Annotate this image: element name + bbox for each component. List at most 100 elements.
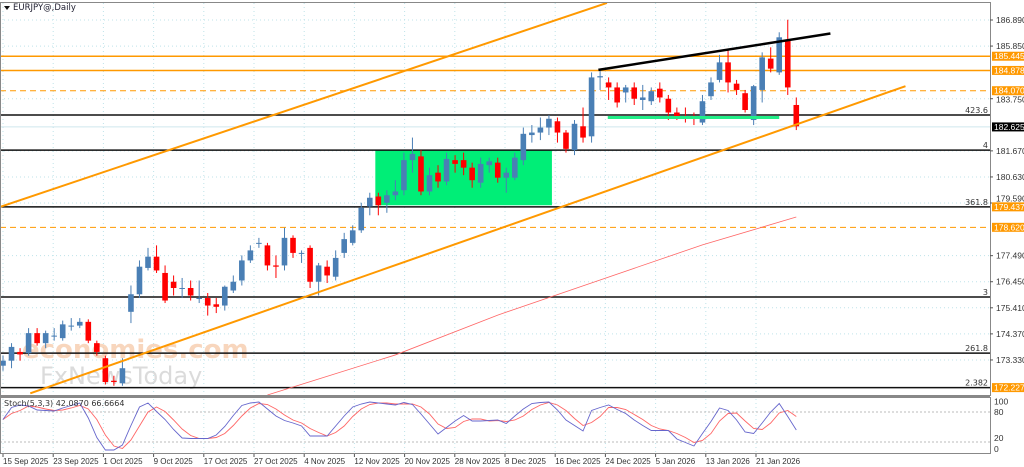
price-tag: 184.878 — [994, 65, 1024, 75]
bearish-candle — [733, 83, 740, 90]
bullish-candle — [128, 294, 134, 312]
fib-label: 4 — [983, 141, 988, 150]
bearish-candle — [793, 104, 800, 127]
x-tick-label: 24 Dec 2025 — [605, 457, 651, 466]
bearish-candle — [111, 380, 117, 383]
bullish-candle — [503, 172, 510, 178]
x-tick-label: 23 Sep 2025 — [53, 457, 99, 466]
price-tag-bg — [992, 51, 1024, 61]
bullish-candle — [51, 335, 57, 337]
bearish-candle — [418, 156, 424, 192]
bullish-candle — [529, 132, 535, 136]
bullish-candle — [639, 97, 646, 100]
bullish-candle — [349, 230, 356, 243]
bullish-candle — [145, 256, 151, 268]
bullish-candle — [136, 266, 143, 295]
moving-average — [267, 216, 797, 396]
bearish-candle — [273, 265, 279, 267]
trendline-rising-resistance — [598, 32, 831, 72]
bullish-candle — [221, 286, 228, 306]
bearish-candle — [563, 132, 569, 149]
bullish-candle — [699, 101, 706, 123]
stoch-k-line — [2, 401, 797, 451]
trendlines[interactable] — [0, 2, 906, 395]
triangle-down-icon[interactable] — [4, 6, 10, 10]
bearish-candle — [784, 39, 791, 88]
watermark-economies: economies.com — [22, 335, 249, 365]
bearish-candle — [94, 343, 100, 352]
bullish-candle — [25, 333, 32, 354]
bullish-candle — [759, 57, 765, 90]
bullish-candle — [332, 257, 339, 277]
price-tag-bg — [992, 86, 1024, 96]
bullish-candle — [520, 133, 527, 161]
bearish-candle — [665, 98, 672, 113]
bullish-candle — [298, 252, 305, 254]
bullish-candle — [384, 195, 390, 203]
x-tick-label: 5 Jan 2026 — [656, 457, 696, 466]
symbol-title: EURJPY@,Daily — [13, 3, 76, 13]
price-tag-bg — [992, 65, 1024, 75]
bullish-candle — [546, 118, 552, 128]
bullish-candle — [256, 242, 262, 244]
bullish-candle — [315, 265, 322, 282]
stoch-label: Stoch(5,3,3) 42.0870 66.6664 — [4, 399, 124, 408]
bullish-candle — [358, 207, 365, 231]
bullish-candle — [392, 191, 399, 196]
x-tick-label: 12 Nov 2025 — [354, 457, 400, 466]
bearish-candle — [742, 93, 748, 111]
y-tick-label: 180.630 — [996, 172, 1024, 182]
bearish-candle — [469, 167, 475, 181]
watermark: economies.com FxNewsToday — [22, 335, 249, 390]
price-tag-bg — [992, 383, 1024, 393]
fib-label: 2.382 — [965, 379, 988, 388]
bullish-candle — [708, 82, 714, 97]
bullish-candle — [0, 360, 6, 366]
price-tag: 179.437 — [994, 202, 1024, 212]
bullish-candle — [648, 91, 655, 102]
bullish-candle — [426, 175, 433, 192]
bearish-candle — [725, 62, 731, 83]
price-tag: 178.620 — [994, 222, 1024, 232]
stoch-level-label: 0 — [994, 444, 999, 454]
bearish-candle — [375, 196, 382, 206]
bearish-candle — [435, 172, 441, 182]
stoch-level-label: 20 — [994, 433, 1004, 443]
bullish-candle — [239, 260, 245, 281]
moving-average-line — [267, 216, 797, 396]
fib-label: 3 — [983, 288, 988, 297]
bullish-candle — [409, 153, 416, 161]
bullish-candle — [537, 127, 544, 133]
x-tick-label: 8 Dec 2025 — [505, 457, 546, 466]
bearish-candle — [605, 82, 612, 88]
price-tag: 172.227 — [994, 383, 1024, 393]
x-tick-label: 15 Sep 2025 — [3, 457, 49, 466]
x-tick-label: 9 Oct 2025 — [154, 457, 194, 466]
stochastic-panel: Stoch(5,3,3) 42.0870 66.6664 — [0, 399, 990, 451]
y-tick-label: 174.370 — [996, 329, 1024, 339]
trendline-upper-channel — [0, 2, 608, 208]
price-tag: 185.445 — [994, 51, 1024, 61]
bearish-candle — [153, 256, 160, 271]
bullish-candle — [230, 281, 237, 291]
x-tick-label: 16 Dec 2025 — [555, 457, 601, 466]
bearish-candle — [657, 88, 663, 98]
bearish-candle — [460, 160, 467, 168]
chart-header: EURJPY@,Daily — [4, 3, 76, 13]
bearish-candle — [307, 247, 313, 282]
fib-label: 361.8 — [965, 198, 988, 207]
bullish-candle — [477, 163, 484, 183]
fib-label: 423.6 — [965, 106, 988, 115]
bullish-candle — [196, 298, 202, 300]
y-tick-label: 185.850 — [996, 41, 1024, 51]
bearish-candle — [452, 160, 458, 164]
bearish-candle — [17, 351, 23, 355]
bearish-candle — [264, 245, 271, 266]
bearish-candle — [554, 121, 561, 133]
y-tick-label: 181.670 — [996, 146, 1024, 156]
y-tick-label: 177.490 — [996, 251, 1024, 261]
bullish-candle — [8, 346, 15, 361]
x-tick-label: 21 Jan 2026 — [756, 457, 801, 466]
bearish-candle — [324, 266, 330, 276]
